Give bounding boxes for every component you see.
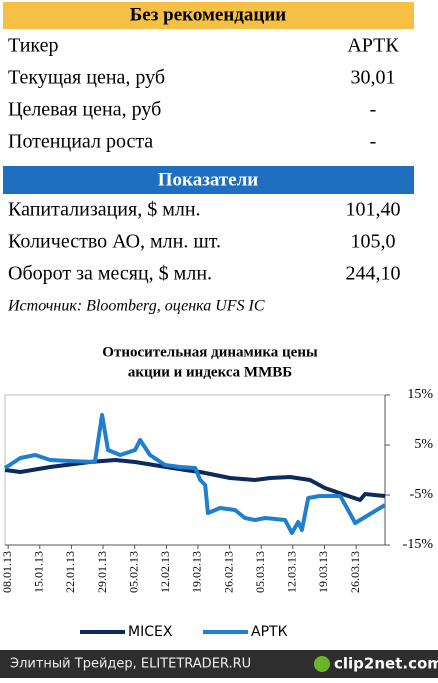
row-value: 30,01 — [351, 67, 396, 89]
row-label: Тикер — [8, 35, 59, 57]
row-value: 101,40 — [346, 199, 401, 221]
legend-label: АРТК — [251, 624, 288, 640]
row-value: - — [370, 99, 377, 121]
footer-text: Элитный Трейдер, ELITETRADER.RU — [10, 657, 251, 672]
row-value: 105,0 — [351, 231, 396, 253]
y-tick-label: 5% — [414, 437, 433, 452]
line — [3, 413, 387, 535]
legend-label: MICEX — [128, 624, 173, 640]
x-tick-label: 15.01.13 — [32, 551, 46, 593]
row-label: Потенциал роста — [8, 131, 153, 153]
logo-icon — [314, 656, 330, 672]
x-tick-label: 26.02.13 — [221, 551, 235, 593]
x-tick-label: 26.03.13 — [348, 551, 362, 593]
x-tick-label: 12.03.13 — [285, 551, 299, 593]
source: Источник: Bloomberg, оценка UFS IC — [7, 298, 265, 315]
y-tick-label: 15% — [407, 387, 433, 402]
footer-bar — [0, 650, 438, 678]
x-tick-label: 05.03.13 — [253, 551, 267, 593]
chart-title: Относительная динамика цены — [102, 344, 318, 360]
row-label: Текущая цена, руб — [8, 67, 165, 89]
row-value: - — [370, 131, 377, 153]
y-tick-label: -5% — [410, 487, 434, 502]
y-tick-label: -15% — [403, 537, 434, 552]
x-tick-label: 05.02.13 — [126, 551, 140, 593]
section-title: Показатели — [158, 169, 259, 190]
table-title: Без рекомендации — [130, 4, 287, 25]
section-bar — [3, 166, 414, 194]
x-tick-label: 29.01.13 — [95, 551, 109, 593]
row-label: Капитализация, $ млн. — [8, 199, 201, 221]
x-tick-label: 19.02.13 — [190, 551, 204, 593]
row-label: Целевая цена, руб — [8, 99, 161, 121]
x-tick-label: 19.03.13 — [316, 551, 330, 593]
header-bar — [3, 2, 414, 29]
row-value: 244,10 — [346, 263, 401, 285]
row-label: Количество АО, млн. шт. — [8, 231, 221, 253]
x-tick-label: 12.02.13 — [158, 551, 172, 593]
x-tick-label: 22.01.13 — [63, 551, 77, 593]
row-value: АРТК — [347, 35, 399, 57]
x-tick-label: 08.01.13 — [0, 551, 14, 593]
logo: clip2net.com — [334, 655, 438, 673]
chart-title: акции и индекса ММВБ — [128, 364, 292, 380]
row-label: Оборот за месяц, $ млн. — [8, 263, 212, 285]
